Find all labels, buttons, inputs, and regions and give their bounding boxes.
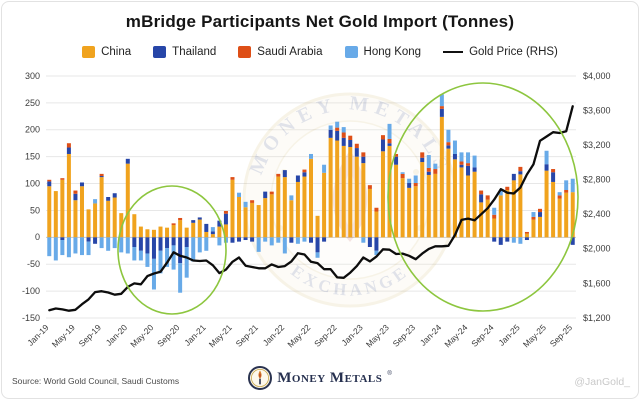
svg-text:150: 150 (25, 152, 40, 162)
svg-text:$1,200: $1,200 (583, 313, 611, 323)
source-note: Source: World Gold Council, Saudi Custom… (12, 376, 180, 386)
brand-name: Money Metals (277, 369, 383, 386)
svg-text:$2,400: $2,400 (583, 209, 611, 219)
svg-text:May-22: May-22 (285, 322, 312, 349)
svg-text:Sep-22: Sep-22 (312, 322, 339, 349)
svg-text:-150: -150 (22, 313, 40, 323)
svg-text:50: 50 (30, 205, 40, 215)
svg-text:Sep-21: Sep-21 (234, 322, 261, 349)
svg-text:Jan-22: Jan-22 (261, 322, 287, 348)
svg-text:May-23: May-23 (364, 322, 391, 349)
svg-text:100: 100 (25, 178, 40, 188)
legend-item-saudi-arabia: Saudi Arabia (238, 46, 323, 58)
svg-text:Jan-19: Jan-19 (25, 322, 51, 348)
gold-price-line (48, 105, 574, 312)
svg-text:0: 0 (35, 232, 40, 242)
svg-text:May-25: May-25 (521, 322, 548, 349)
money-metals-logo: Money Metals ® (0, 366, 640, 390)
legend-item-gold-price: Gold Price (RHS) (443, 46, 558, 58)
svg-text:May-19: May-19 (50, 322, 77, 349)
svg-text:Jan-25: Jan-25 (496, 322, 522, 348)
svg-text:Jan-20: Jan-20 (104, 322, 130, 348)
svg-text:$2,000: $2,000 (583, 244, 611, 254)
china-swatch (82, 46, 96, 58)
torch-icon (248, 366, 273, 390)
svg-text:Sep-20: Sep-20 (155, 322, 182, 349)
gold-price-line-marker (443, 51, 464, 53)
annotation-ellipses (117, 82, 579, 315)
svg-text:Jan-23: Jan-23 (339, 322, 365, 348)
legend: China Thailand Saudi Arabia Hong Kong Go… (0, 46, 640, 58)
svg-text:Sep-24: Sep-24 (469, 322, 496, 349)
legend-label: Gold Price (RHS) (469, 46, 558, 58)
svg-text:May-24: May-24 (442, 322, 469, 349)
svg-text:May-21: May-21 (207, 322, 234, 349)
legend-label: Hong Kong (363, 46, 422, 58)
svg-text:200: 200 (25, 125, 40, 135)
svg-text:$3,200: $3,200 (583, 140, 611, 150)
svg-text:Jan-24: Jan-24 (418, 322, 444, 348)
legend-label: Thailand (172, 46, 217, 58)
legend-item-thailand: Thailand (153, 46, 216, 58)
svg-text:Sep-23: Sep-23 (391, 322, 418, 349)
thailand-swatch (153, 46, 167, 58)
legend-item-hong-kong: Hong Kong (344, 46, 422, 58)
registered-mark: ® (387, 371, 392, 377)
saudi-arabia-swatch (238, 46, 252, 58)
svg-text:$3,600: $3,600 (583, 105, 611, 115)
svg-text:-50: -50 (27, 259, 40, 269)
gridlines (46, 75, 576, 319)
legend-item-china: China (82, 46, 131, 58)
svg-text:$1,600: $1,600 (583, 278, 611, 288)
legend-label: China (101, 46, 132, 58)
svg-text:Sep-25: Sep-25 (548, 322, 575, 349)
stacked-bars (47, 94, 575, 293)
author-handle: @JanGold_ (574, 376, 630, 388)
svg-text:$4,000: $4,000 (583, 71, 611, 81)
svg-text:250: 250 (25, 98, 40, 108)
hong-kong-swatch (344, 46, 358, 58)
svg-text:May-20: May-20 (128, 322, 155, 349)
svg-text:-100: -100 (22, 286, 40, 296)
svg-text:$2,800: $2,800 (583, 175, 611, 185)
chart-title: mBridge Participants Net Gold Import (To… (125, 12, 515, 31)
svg-text:Jan-21: Jan-21 (182, 322, 208, 348)
svg-text:Sep-19: Sep-19 (77, 322, 104, 349)
legend-label: Saudi Arabia (257, 46, 323, 58)
svg-text:300: 300 (25, 71, 40, 81)
